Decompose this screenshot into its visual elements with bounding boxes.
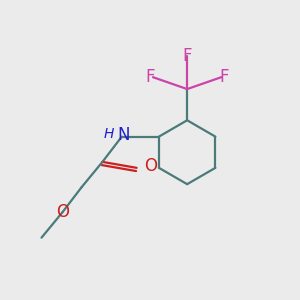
Text: N: N xyxy=(117,126,130,144)
Text: F: F xyxy=(182,47,192,65)
Text: F: F xyxy=(145,68,155,86)
Text: O: O xyxy=(144,157,157,175)
Text: O: O xyxy=(56,203,69,221)
Text: H: H xyxy=(104,127,114,141)
Text: F: F xyxy=(220,68,229,86)
